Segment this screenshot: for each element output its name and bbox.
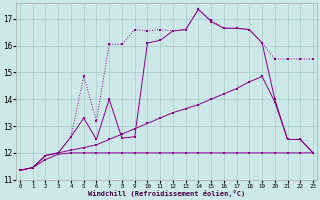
X-axis label: Windchill (Refroidissement éolien,°C): Windchill (Refroidissement éolien,°C) bbox=[88, 190, 245, 197]
